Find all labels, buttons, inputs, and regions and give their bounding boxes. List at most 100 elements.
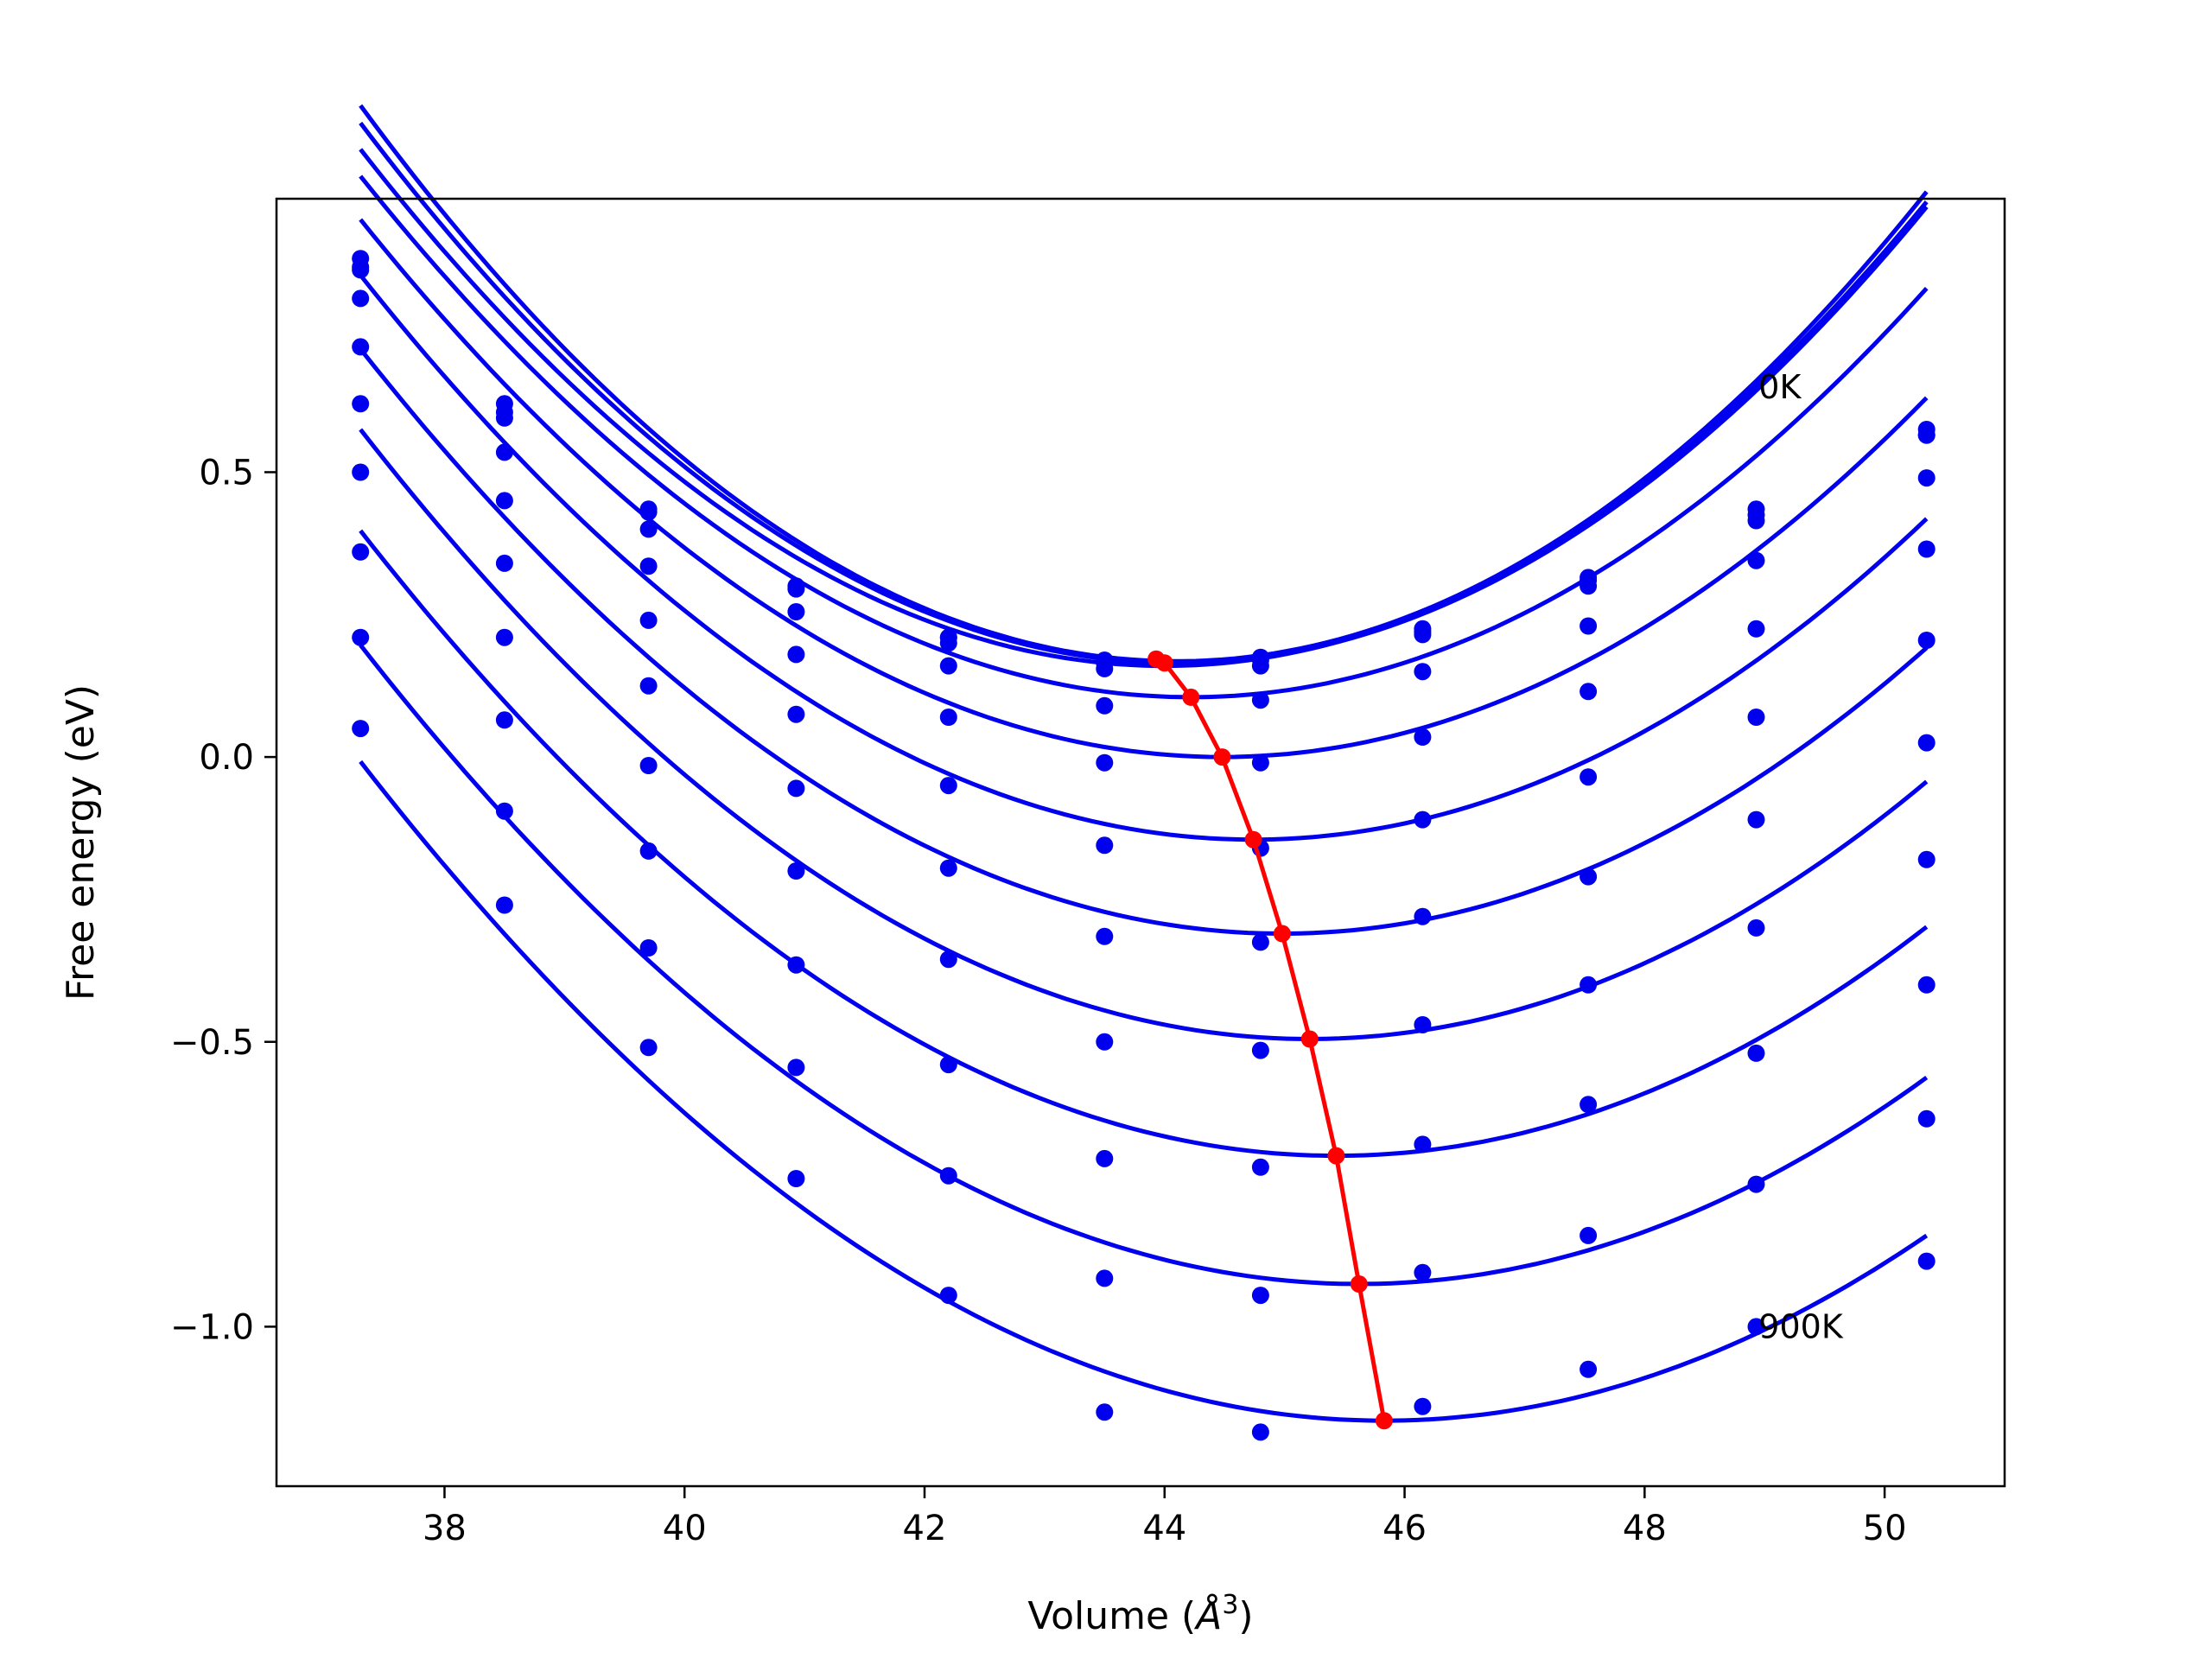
data-point bbox=[352, 338, 370, 356]
fit-curve-1 bbox=[359, 121, 1929, 665]
data-point bbox=[1580, 768, 1598, 786]
x-axis-label: Volume (Å3) bbox=[1027, 1590, 1253, 1638]
x-tick-label: 50 bbox=[1863, 1509, 1907, 1548]
data-point bbox=[1251, 1287, 1269, 1305]
data-point bbox=[1414, 907, 1432, 925]
data-point bbox=[1096, 1269, 1114, 1287]
data-point bbox=[1747, 810, 1765, 829]
data-point bbox=[495, 554, 513, 572]
data-point bbox=[352, 628, 370, 646]
data-point bbox=[639, 1039, 658, 1057]
fit-curve-5 bbox=[359, 273, 1929, 842]
data-point bbox=[787, 956, 805, 974]
data-point bbox=[352, 395, 370, 413]
data-point bbox=[787, 645, 805, 664]
data-point bbox=[1747, 551, 1765, 569]
fit-curve-6 bbox=[359, 347, 1929, 937]
data-point bbox=[1580, 1360, 1598, 1378]
annotation-label: 900K bbox=[1758, 1308, 1844, 1346]
data-point bbox=[1580, 868, 1598, 886]
y-tick-label: −0.5 bbox=[170, 1023, 254, 1063]
data-point bbox=[1747, 1175, 1765, 1193]
annotation-label: 0K bbox=[1758, 368, 1802, 406]
data-point bbox=[1251, 1423, 1269, 1441]
data-point bbox=[639, 757, 658, 774]
data-point bbox=[1414, 1016, 1432, 1033]
data-point bbox=[787, 779, 805, 798]
data-point bbox=[1096, 927, 1114, 945]
data-point bbox=[939, 709, 957, 726]
data-point bbox=[1251, 933, 1269, 951]
data-point bbox=[495, 409, 513, 427]
data-point bbox=[1747, 512, 1765, 530]
y-axis-label: Free energy (eV) bbox=[59, 684, 103, 1001]
x-tick-label: 42 bbox=[903, 1509, 947, 1548]
fit-curve-2 bbox=[359, 148, 1929, 669]
minimum-point bbox=[1375, 1412, 1393, 1430]
data-point bbox=[495, 492, 513, 510]
data-point bbox=[1251, 1158, 1269, 1176]
data-point bbox=[1580, 1226, 1598, 1244]
data-point bbox=[787, 1058, 805, 1077]
data-point bbox=[1580, 1096, 1598, 1114]
data-point bbox=[1747, 620, 1765, 638]
data-point bbox=[939, 950, 957, 969]
data-point bbox=[639, 677, 658, 695]
data-point bbox=[1917, 850, 1936, 868]
data-point bbox=[1096, 659, 1114, 677]
minima-path bbox=[1155, 657, 1387, 1421]
minimum-point bbox=[1273, 925, 1291, 943]
data-point bbox=[1414, 728, 1432, 746]
data-point bbox=[639, 520, 658, 538]
data-point bbox=[639, 557, 658, 575]
x-axis-ticks: 38 40 42 44 46 48 50 bbox=[423, 1486, 1907, 1548]
data-point bbox=[939, 634, 957, 652]
data-point bbox=[352, 543, 370, 561]
data-point bbox=[1251, 753, 1269, 772]
fit-curves bbox=[359, 104, 1929, 1423]
data-point bbox=[939, 777, 957, 795]
data-point bbox=[1580, 976, 1598, 994]
data-point bbox=[352, 289, 370, 308]
data-point bbox=[787, 1170, 805, 1187]
data-point bbox=[1096, 696, 1114, 715]
data-point bbox=[639, 611, 658, 629]
minimum-point bbox=[1300, 1030, 1319, 1048]
data-point bbox=[1096, 1403, 1114, 1421]
data-point bbox=[352, 463, 370, 481]
data-point bbox=[1414, 663, 1432, 681]
data-point bbox=[1414, 1263, 1432, 1281]
data-point bbox=[1096, 1033, 1114, 1051]
y-tick-label: −1.0 bbox=[170, 1307, 254, 1347]
data-point bbox=[787, 580, 805, 598]
data-point bbox=[1414, 1397, 1432, 1415]
data-points bbox=[352, 250, 1936, 1441]
fit-curve-7 bbox=[359, 428, 1929, 1041]
data-point bbox=[1580, 577, 1598, 595]
data-point bbox=[639, 503, 658, 521]
fit-curve-8 bbox=[359, 529, 1929, 1159]
data-point bbox=[787, 862, 805, 880]
annotations: 0K 900K bbox=[1758, 368, 1844, 1346]
x-tick-label: 46 bbox=[1382, 1509, 1427, 1548]
data-point bbox=[1917, 1109, 1936, 1128]
data-point bbox=[352, 720, 370, 738]
data-point bbox=[1580, 683, 1598, 701]
data-point bbox=[1747, 1318, 1765, 1336]
y-tick-label: 0.0 bbox=[199, 738, 254, 778]
data-point bbox=[1414, 626, 1432, 644]
minimum-point bbox=[1155, 654, 1173, 672]
data-point bbox=[1096, 1149, 1114, 1167]
data-point bbox=[1917, 1252, 1936, 1270]
data-point bbox=[939, 1166, 957, 1185]
data-point bbox=[495, 443, 513, 461]
minima-line bbox=[1147, 650, 1393, 1430]
data-point bbox=[639, 939, 658, 957]
minimum-point bbox=[1213, 748, 1231, 766]
data-point bbox=[1414, 810, 1432, 829]
fit-curve-10 bbox=[359, 760, 1929, 1423]
minimum-point bbox=[1350, 1275, 1368, 1293]
data-point bbox=[495, 628, 513, 646]
